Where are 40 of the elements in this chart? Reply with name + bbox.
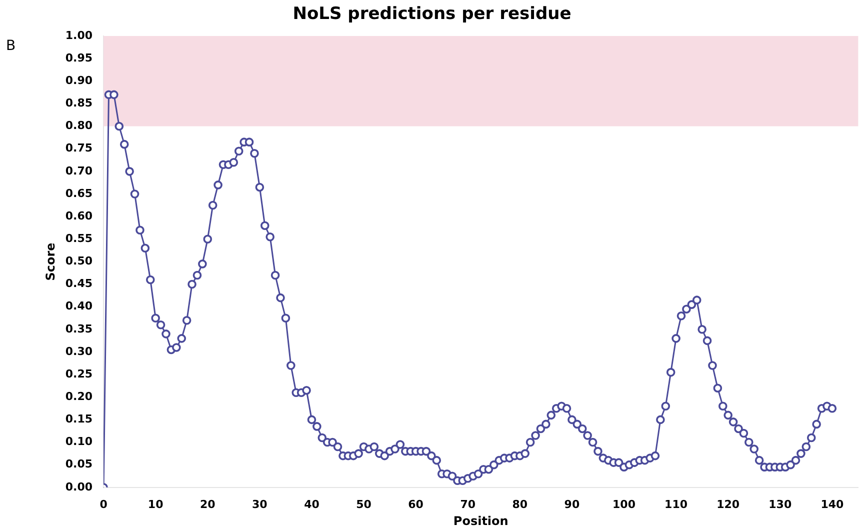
x-tick-label: 100 — [612, 498, 636, 511]
y-tick-label: 0.35 — [65, 322, 93, 336]
y-tick-label: 0.30 — [65, 344, 93, 358]
y-tick-label: 0.70 — [65, 164, 93, 178]
y-tick-label: 0.65 — [65, 186, 93, 200]
y-tick-label: 0.15 — [65, 412, 93, 426]
y-tick-label: 0.40 — [65, 300, 93, 313]
y-axis-title: Score — [43, 242, 58, 281]
x-tick-label: 80 — [512, 498, 528, 511]
chart-title: NoLS predictions per residue — [292, 4, 572, 24]
y-tick-label: 0.20 — [65, 390, 93, 403]
x-tick-label: 110 — [664, 498, 688, 511]
y-tick-label: 0.60 — [65, 209, 93, 222]
y-tick-label: 1.00 — [65, 28, 93, 42]
x-tick-label: 70 — [460, 498, 476, 511]
y-tick-label: 0.05 — [65, 458, 93, 471]
y-tick-label: 0.55 — [65, 232, 93, 245]
x-tick-label: 10 — [148, 498, 164, 511]
x-tick-label: 30 — [252, 498, 268, 511]
y-tick-label: 0.45 — [65, 277, 93, 290]
y-tick-label: 0.50 — [65, 254, 93, 268]
x-tick-label: 50 — [356, 498, 372, 511]
x-tick-label: 40 — [304, 498, 320, 511]
x-tick-label: 90 — [564, 498, 580, 511]
y-tick-label: 0.80 — [65, 119, 93, 132]
y-tick-label: 0.10 — [65, 435, 93, 448]
x-tick-label: 20 — [200, 498, 216, 511]
x-tick-label: 60 — [408, 498, 424, 511]
x-tick-label: 0 — [100, 498, 108, 511]
x-tick-label: 120 — [716, 498, 740, 511]
x-axis-title: Position — [453, 514, 508, 528]
y-tick-label: 0.90 — [65, 74, 93, 87]
y-tick-label: 0.25 — [65, 367, 93, 380]
y-tick-label: 0.00 — [65, 480, 93, 494]
text: B — [6, 38, 16, 54]
y-tick-label: 0.75 — [65, 142, 93, 155]
y-tick-label: 0.85 — [65, 96, 93, 110]
x-tick-label: 130 — [768, 498, 792, 511]
x-tick-label: 140 — [820, 498, 844, 511]
y-tick-label: 0.95 — [65, 51, 93, 64]
